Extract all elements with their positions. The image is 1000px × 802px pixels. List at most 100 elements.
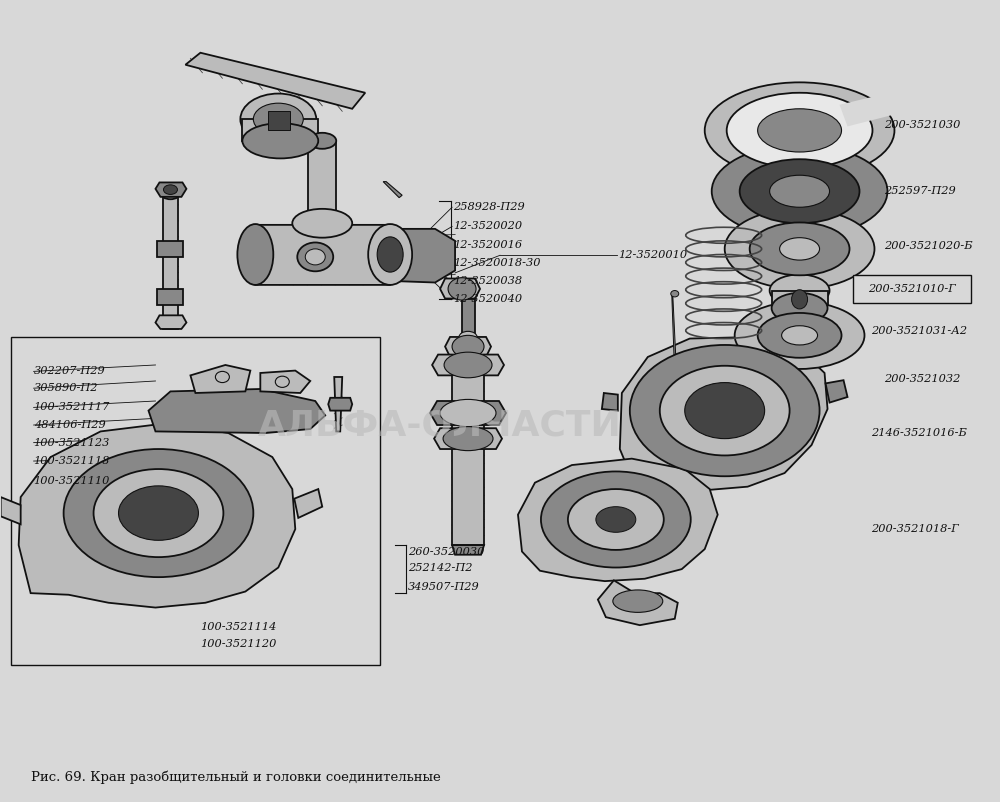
Polygon shape <box>155 182 186 196</box>
Polygon shape <box>598 581 678 626</box>
Circle shape <box>275 376 289 387</box>
Text: 100-3521110: 100-3521110 <box>34 476 110 486</box>
Ellipse shape <box>443 427 493 451</box>
Ellipse shape <box>119 486 198 541</box>
Polygon shape <box>390 229 455 282</box>
Ellipse shape <box>725 209 874 289</box>
Text: АЛЬФА-ОЛЧАСТИ: АЛЬФА-ОЛЧАСТИ <box>258 408 622 442</box>
Text: 100-3521114: 100-3521114 <box>200 622 277 632</box>
Text: 484106-П29: 484106-П29 <box>34 420 105 430</box>
Ellipse shape <box>735 302 864 369</box>
Text: 200-3521031-А2: 200-3521031-А2 <box>871 326 968 335</box>
Ellipse shape <box>253 103 303 136</box>
Polygon shape <box>452 545 484 555</box>
Polygon shape <box>328 398 352 411</box>
Ellipse shape <box>727 93 872 168</box>
Ellipse shape <box>758 313 842 358</box>
Ellipse shape <box>292 209 352 237</box>
Text: 252597-П29: 252597-П29 <box>884 186 956 196</box>
Ellipse shape <box>596 507 636 533</box>
Polygon shape <box>155 315 186 329</box>
Text: 200-3521032: 200-3521032 <box>884 374 961 383</box>
Polygon shape <box>157 289 183 305</box>
Polygon shape <box>185 53 365 109</box>
Ellipse shape <box>452 335 484 358</box>
Text: 12-3520016: 12-3520016 <box>453 240 522 250</box>
Text: 12-3520020: 12-3520020 <box>453 221 522 232</box>
Ellipse shape <box>305 249 325 265</box>
Ellipse shape <box>440 399 496 427</box>
Polygon shape <box>602 393 618 411</box>
Ellipse shape <box>740 160 860 223</box>
Ellipse shape <box>64 449 253 577</box>
Ellipse shape <box>705 83 894 178</box>
Text: 200-3521010-Г: 200-3521010-Г <box>868 284 955 294</box>
Text: 305890-П2: 305890-П2 <box>34 383 98 393</box>
Text: 200-3521020-Б: 200-3521020-Б <box>884 241 973 252</box>
Polygon shape <box>430 401 506 425</box>
Circle shape <box>671 290 679 297</box>
Ellipse shape <box>242 124 318 159</box>
Ellipse shape <box>772 293 828 323</box>
Ellipse shape <box>377 237 403 272</box>
Ellipse shape <box>240 94 316 145</box>
Polygon shape <box>445 337 491 357</box>
Text: 100-3521117: 100-3521117 <box>34 403 110 412</box>
Polygon shape <box>157 241 183 257</box>
Polygon shape <box>334 377 342 431</box>
Polygon shape <box>383 181 402 197</box>
Polygon shape <box>452 375 484 545</box>
Ellipse shape <box>770 175 830 207</box>
Polygon shape <box>148 389 325 433</box>
Ellipse shape <box>792 290 808 309</box>
Polygon shape <box>518 459 718 581</box>
Ellipse shape <box>712 145 887 237</box>
Polygon shape <box>462 298 475 337</box>
Text: 302207-П29: 302207-П29 <box>34 367 105 376</box>
Ellipse shape <box>660 366 790 456</box>
Text: 252142-П2: 252142-П2 <box>408 563 473 573</box>
Ellipse shape <box>782 326 818 345</box>
Polygon shape <box>672 294 677 377</box>
Ellipse shape <box>163 184 177 194</box>
Circle shape <box>215 371 229 383</box>
Text: 12-3520038: 12-3520038 <box>453 276 522 286</box>
Polygon shape <box>163 192 178 329</box>
Polygon shape <box>308 141 336 223</box>
Polygon shape <box>840 91 907 127</box>
Polygon shape <box>255 225 410 285</box>
Ellipse shape <box>448 277 476 300</box>
Ellipse shape <box>459 331 477 342</box>
Text: 200-3521018-Г: 200-3521018-Г <box>871 524 959 534</box>
Polygon shape <box>772 290 828 308</box>
Polygon shape <box>440 278 480 298</box>
Ellipse shape <box>613 590 663 613</box>
Polygon shape <box>432 354 504 375</box>
Ellipse shape <box>770 274 830 306</box>
Text: 200-3521030: 200-3521030 <box>884 119 961 130</box>
Ellipse shape <box>780 237 820 260</box>
Text: 258928-П29: 258928-П29 <box>453 202 525 213</box>
Polygon shape <box>268 111 290 131</box>
Ellipse shape <box>160 186 180 199</box>
Ellipse shape <box>541 472 691 568</box>
Ellipse shape <box>94 469 223 557</box>
Bar <box>11 337 380 665</box>
Text: 100-3521123: 100-3521123 <box>34 438 110 448</box>
Text: 349507-П29: 349507-П29 <box>408 581 480 592</box>
Text: Рис. 69. Кран разобщительный и головки соединительные: Рис. 69. Кран разобщительный и головки с… <box>31 770 440 784</box>
Polygon shape <box>826 380 848 403</box>
Polygon shape <box>620 337 828 491</box>
Ellipse shape <box>750 222 850 275</box>
Text: 100-3521118: 100-3521118 <box>34 456 110 466</box>
Text: 12-3520040: 12-3520040 <box>453 294 522 304</box>
Polygon shape <box>1 497 21 525</box>
Ellipse shape <box>685 383 765 439</box>
FancyBboxPatch shape <box>853 274 971 303</box>
Ellipse shape <box>368 224 412 285</box>
Text: 12-3520010: 12-3520010 <box>618 250 687 261</box>
Text: 12-3520018-30: 12-3520018-30 <box>453 258 541 269</box>
Ellipse shape <box>568 489 664 550</box>
Ellipse shape <box>758 109 842 152</box>
Text: 100-3521120: 100-3521120 <box>200 639 277 650</box>
